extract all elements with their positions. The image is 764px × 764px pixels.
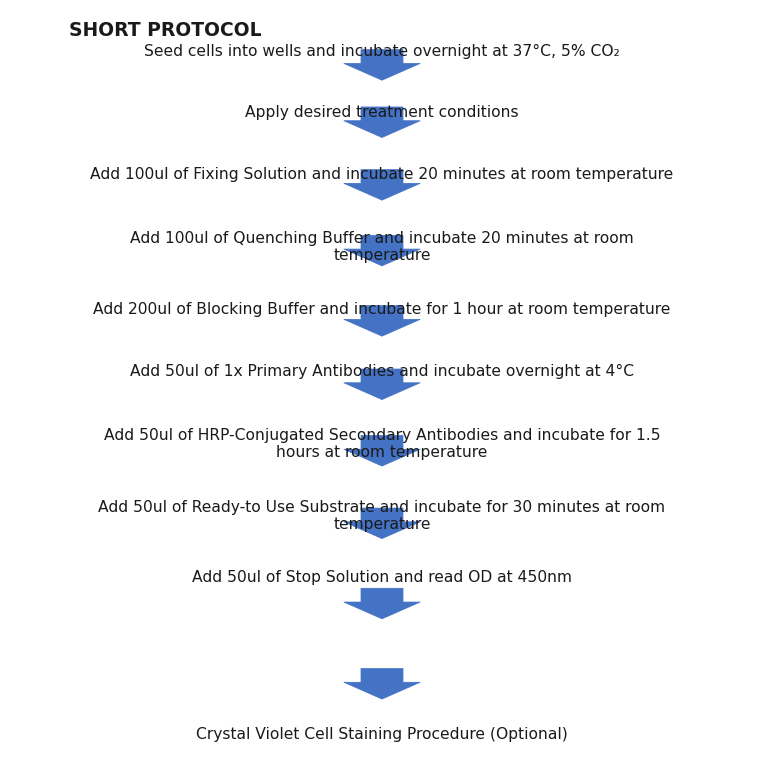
Text: Apply desired treatment conditions: Apply desired treatment conditions: [245, 105, 519, 121]
Polygon shape: [344, 50, 420, 80]
Polygon shape: [344, 369, 420, 400]
Polygon shape: [344, 170, 420, 200]
Text: Seed cells into wells and incubate overnight at 37°C, 5% CO₂: Seed cells into wells and incubate overn…: [144, 44, 620, 59]
Text: Add 100ul of Quenching Buffer and incubate 20 minutes at room
temperature: Add 100ul of Quenching Buffer and incuba…: [130, 231, 634, 263]
Polygon shape: [344, 107, 420, 138]
Polygon shape: [344, 235, 420, 266]
Text: Add 50ul of HRP-Conjugated Secondary Antibodies and incubate for 1.5
hours at ro: Add 50ul of HRP-Conjugated Secondary Ant…: [104, 428, 660, 460]
Text: Add 50ul of Stop Solution and read OD at 450nm: Add 50ul of Stop Solution and read OD at…: [192, 570, 572, 585]
Text: Add 50ul of Ready-to Use Substrate and incubate for 30 minutes at room
temperatu: Add 50ul of Ready-to Use Substrate and i…: [99, 500, 665, 532]
Polygon shape: [344, 306, 420, 336]
Polygon shape: [344, 435, 420, 466]
Text: Crystal Violet Cell Staining Procedure (Optional): Crystal Violet Cell Staining Procedure (…: [196, 727, 568, 743]
Polygon shape: [344, 588, 420, 619]
Text: Add 100ul of Fixing Solution and incubate 20 minutes at room temperature: Add 100ul of Fixing Solution and incubat…: [90, 167, 674, 182]
Polygon shape: [344, 668, 420, 699]
Text: Add 200ul of Blocking Buffer and incubate for 1 hour at room temperature: Add 200ul of Blocking Buffer and incubat…: [93, 302, 671, 317]
Polygon shape: [344, 508, 420, 539]
Text: SHORT PROTOCOL: SHORT PROTOCOL: [69, 21, 261, 40]
Text: Add 50ul of 1x Primary Antibodies and incubate overnight at 4°C: Add 50ul of 1x Primary Antibodies and in…: [130, 364, 634, 379]
